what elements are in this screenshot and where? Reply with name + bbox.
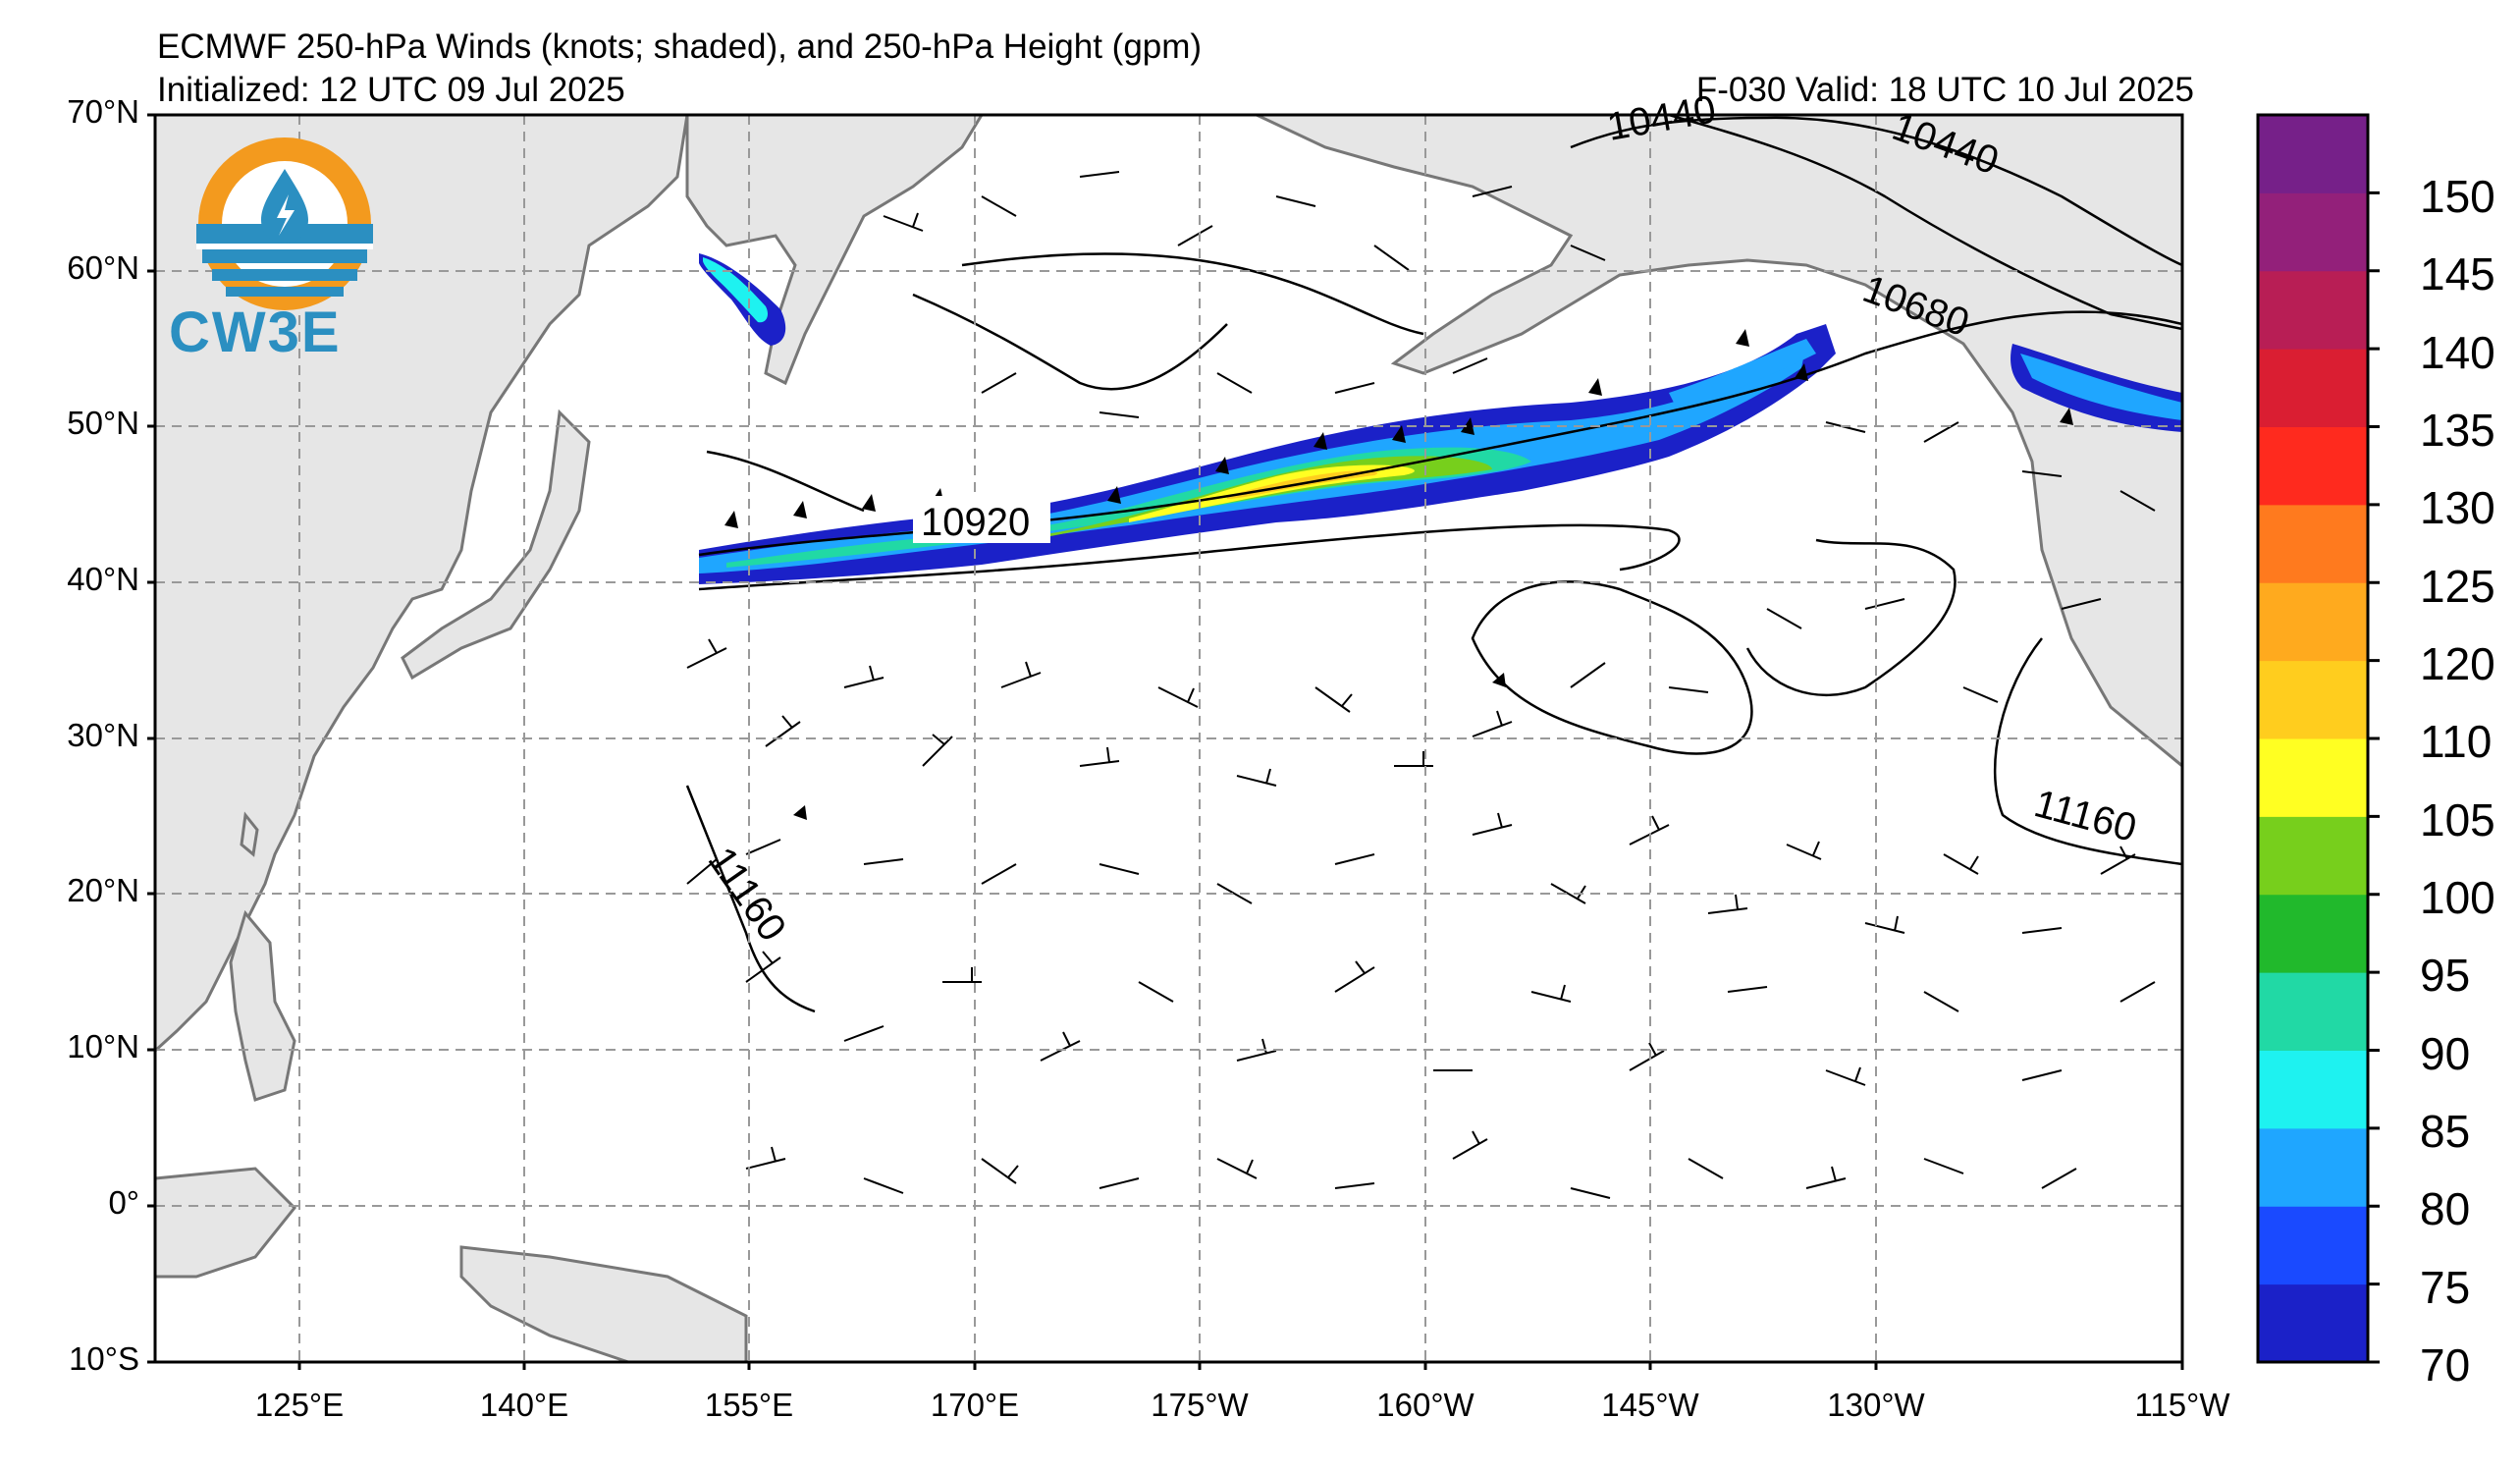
colorbar [2256, 113, 2380, 1364]
colorbar-label: 145 [2420, 248, 2495, 300]
lon-label: 155°E [704, 1387, 794, 1423]
lon-label: 145°W [1601, 1387, 1699, 1423]
jet-80 [699, 344, 1806, 573]
chart-title: ECMWF 250-hPa Winds (knots; shaded), and… [157, 27, 1203, 66]
lon-label: 115°W [2134, 1387, 2230, 1423]
colorbar-label: 80 [2420, 1183, 2471, 1234]
lat-label: 30°N [67, 717, 139, 753]
colorbar-swatch [2258, 582, 2368, 662]
land-new-guinea [459, 1245, 748, 1362]
colorbar-label: 85 [2420, 1106, 2471, 1157]
lat-label: 60°N [67, 249, 139, 286]
jet-gulf [1669, 339, 1816, 412]
colorbar-label: 150 [2420, 171, 2495, 222]
colorbar-label: 75 [2420, 1262, 2471, 1313]
land-north-america [1256, 115, 2182, 768]
cw3e-logo [196, 137, 373, 310]
colorbar-swatch [2258, 738, 2368, 817]
colorbar-label: 100 [2420, 872, 2495, 923]
colorbar-swatch [2258, 894, 2368, 973]
colorbar-swatch [2258, 504, 2368, 583]
colorbar-swatch [2258, 349, 2368, 427]
colorbar-swatch [2258, 270, 2368, 350]
colorbar-swatch [2258, 1283, 2368, 1363]
axis-ticks [147, 113, 2184, 1370]
colorbar-label: 120 [2420, 638, 2495, 689]
land-philippines [229, 909, 296, 1102]
colorbar-label: 130 [2420, 482, 2495, 533]
land-indonesia [155, 1167, 297, 1279]
jet-pennants [724, 329, 2073, 820]
lat-label: 20°N [67, 872, 139, 908]
colorbar-swatch [2258, 972, 2368, 1051]
logo-text: CW3E [169, 300, 342, 364]
jet-ne-inner [2020, 354, 2182, 420]
lat-label: 10°S [69, 1340, 139, 1377]
land-siberia [685, 115, 984, 386]
jet-kamchatka-inner [703, 257, 769, 323]
land-japan [401, 409, 591, 681]
land-asia [155, 115, 689, 1054]
lon-label: 130°W [1827, 1387, 1925, 1423]
lat-label: 10°N [67, 1028, 139, 1064]
colorbar-label: 110 [2420, 716, 2493, 767]
colorbar-label: 90 [2420, 1028, 2471, 1079]
lat-label: 0° [108, 1184, 139, 1221]
land-taiwan [240, 811, 259, 857]
lon-label: 125°E [254, 1387, 345, 1423]
colorbar-label: 135 [2420, 405, 2495, 456]
colorbar-swatch [2258, 1127, 2368, 1207]
colorbar-swatch [2258, 660, 2368, 739]
colorbar-label: 95 [2420, 950, 2471, 1001]
colorbar-swatch [2258, 1050, 2368, 1129]
colorbar-label: 125 [2420, 561, 2495, 612]
colorbar-label: 105 [2420, 794, 2495, 846]
valid-time: F-030 Valid: 18 UTC 10 Jul 2025 [1695, 71, 2194, 109]
colorbar-swatch [2258, 115, 2368, 193]
lon-label: 160°W [1376, 1387, 1474, 1423]
colorbar-swatch [2258, 426, 2368, 506]
colorbar-swatch [2258, 816, 2368, 896]
colorbar-swatch [2258, 192, 2368, 272]
colorbar-swatch [2258, 1206, 2368, 1285]
lat-label: 50°N [67, 405, 139, 441]
lon-label: 175°W [1151, 1387, 1249, 1423]
lon-label: 140°E [479, 1387, 569, 1423]
lat-label: 40°N [67, 561, 139, 597]
colorbar-label: 140 [2420, 327, 2495, 378]
lat-label: 70°N [67, 93, 139, 130]
map-area [155, 115, 2182, 1362]
initialized-time: Initialized: 12 UTC 09 Jul 2025 [157, 71, 625, 109]
contour-label: 10920 [921, 501, 1030, 544]
lon-label: 170°E [930, 1387, 1020, 1423]
gridlines [155, 115, 2182, 1362]
colorbar-label: 70 [2420, 1339, 2471, 1391]
wind-barbs [686, 171, 2156, 1199]
